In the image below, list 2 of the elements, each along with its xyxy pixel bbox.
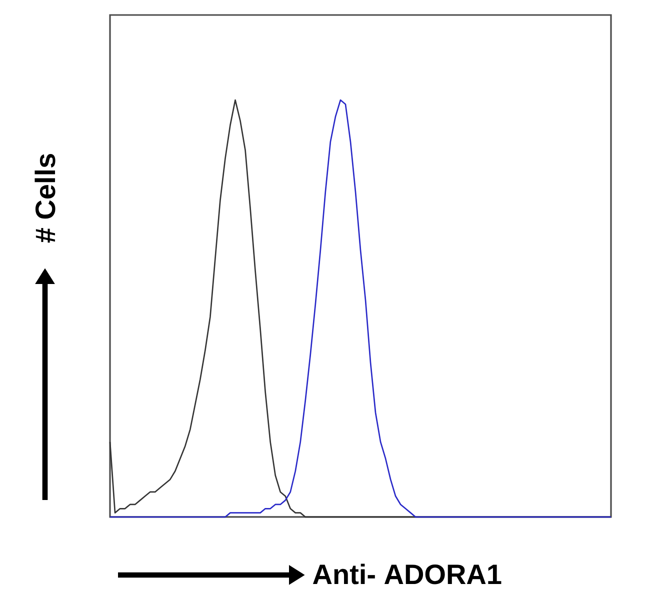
y-axis-title: # Cells (34, 154, 56, 243)
x-axis-title: Anti- ADORA1 (312, 564, 502, 584)
